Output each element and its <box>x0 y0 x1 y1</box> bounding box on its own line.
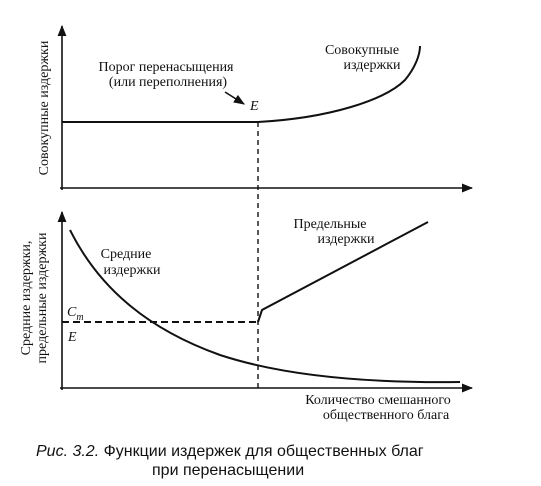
y-axis-label: предельные издержки <box>35 232 50 363</box>
y-axis-label: Средние издержки, <box>19 241 34 356</box>
pointer-arrow <box>224 91 245 105</box>
curve-label: Совокупные <box>325 43 399 58</box>
cm-label: Cm <box>67 305 84 323</box>
curve-label: издержки <box>103 263 161 278</box>
annotation: (или переполнения) <box>109 75 227 90</box>
curve-label: издержки <box>317 232 375 247</box>
y-axis-label: Совокупные издержки <box>37 40 52 175</box>
cm-subscript: m <box>76 312 83 323</box>
curve-label: Средние <box>101 247 152 262</box>
cm-letter: C <box>67 305 77 320</box>
e-label: E <box>67 330 77 345</box>
marginal-cost-curve <box>257 221 429 323</box>
caption-text: Функции издержек для общественных благ <box>104 443 424 460</box>
caption: Рис. 3.2. Функции издержек для обществен… <box>36 443 424 460</box>
point-label: E <box>249 99 259 114</box>
annotation: Порог перенасыщения <box>98 60 234 75</box>
x-axis-label: общественного блага <box>323 408 450 423</box>
caption-number: Рис. 3.2. <box>36 443 99 460</box>
caption-text: при перенасыщении <box>152 462 304 479</box>
total-cost-curve <box>62 45 421 123</box>
curve-label: Предельные <box>294 217 367 232</box>
x-axis-label: Количество смешанного <box>305 393 451 408</box>
curve-label: издержки <box>343 58 401 73</box>
average-cost-curve <box>69 229 461 384</box>
